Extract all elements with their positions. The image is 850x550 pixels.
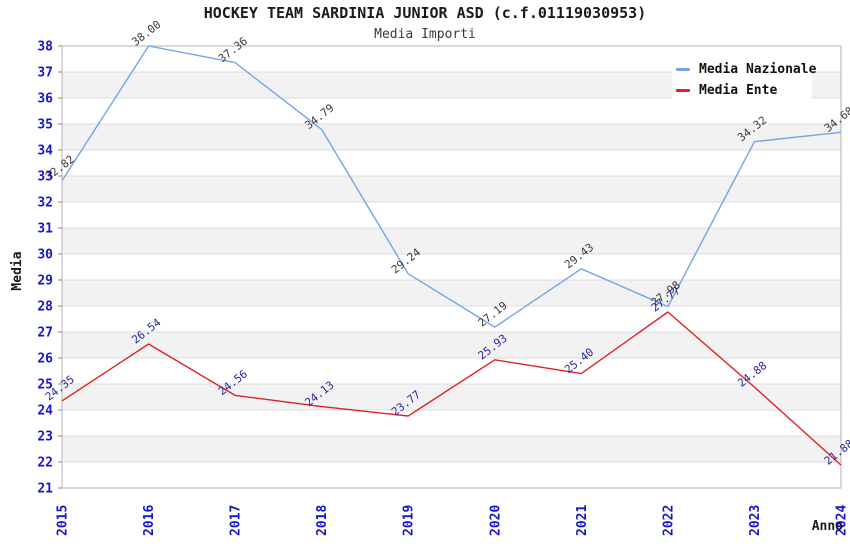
legend-item-media-nazionale: Media Nazionale (676, 62, 816, 77)
y-tick-label: 35 (37, 118, 53, 133)
grid-band (62, 228, 841, 254)
y-tick-label: 30 (37, 248, 53, 263)
y-tick-label: 28 (37, 300, 53, 315)
y-tick-label: 31 (37, 222, 53, 237)
x-tick-label: 2016 (142, 505, 157, 536)
y-tick-label: 27 (37, 326, 53, 341)
x-tick-label: 2015 (56, 505, 71, 536)
y-tick-label: 23 (37, 430, 53, 445)
grid-band (62, 332, 841, 358)
legend-label-media-ente: Media Ente (699, 83, 778, 98)
grid-band (62, 280, 841, 306)
y-tick-label: 24 (37, 404, 53, 419)
y-tick-label: 36 (37, 92, 53, 107)
chart-subtitle: Media Importi (374, 27, 476, 42)
x-tick-label: 2017 (229, 505, 244, 536)
y-tick-label: 33 (37, 170, 53, 185)
x-tick-label: 2024 (835, 505, 850, 536)
y-tick-label: 34 (37, 144, 53, 159)
x-tick-label: 2023 (748, 505, 763, 536)
legend: Media Nazionale Media Ente (672, 57, 816, 103)
x-axis-title: Anno (811, 519, 843, 534)
series-line-media-ente (61, 311, 842, 466)
x-tick-label: 2018 (315, 505, 330, 536)
plot-border (61, 45, 842, 489)
legend-label-media-nazionale: Media Nazionale (699, 62, 817, 77)
y-tick-label: 21 (37, 482, 53, 497)
grid-band (62, 436, 841, 462)
x-tick-label: 2020 (488, 505, 503, 536)
series-line-media-nazionale (61, 45, 842, 328)
media-nazionale-line-icon (676, 68, 690, 71)
grid-band (62, 176, 841, 202)
y-tick-label: 29 (37, 274, 53, 289)
y-tick-label: 37 (37, 66, 53, 81)
y-tick-label: 26 (37, 352, 53, 367)
legend-item-media-ente: Media Ente (676, 83, 812, 98)
y-tick-label: 25 (37, 378, 53, 393)
x-tick-label: 2021 (575, 505, 590, 536)
y-tick-label: 32 (37, 196, 53, 211)
y-tick-label: 22 (37, 456, 53, 471)
media-ente-line-icon (676, 89, 690, 92)
chart-title: HOCKEY TEAM SARDINIA JUNIOR ASD (c.f.011… (203, 4, 647, 22)
x-tick-label: 2022 (661, 505, 676, 536)
x-tick-label: 2019 (402, 505, 417, 536)
grid-band (62, 124, 841, 150)
y-tick-label: 38 (37, 40, 53, 55)
